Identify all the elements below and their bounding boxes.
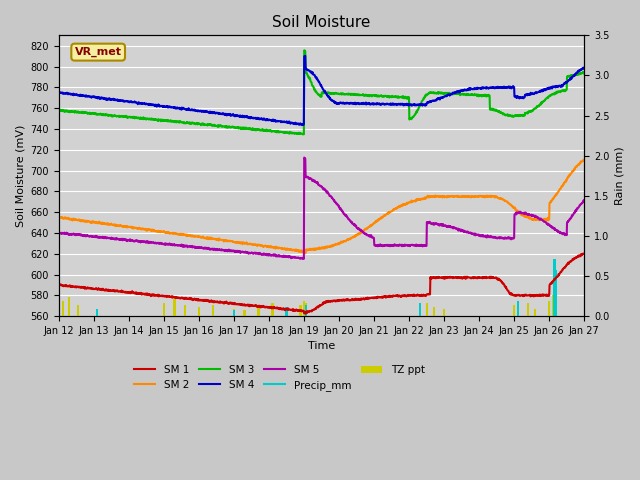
- Bar: [97, 309, 99, 316]
- Bar: [285, 307, 287, 316]
- Bar: [68, 297, 70, 316]
- Bar: [516, 307, 519, 316]
- Bar: [303, 301, 305, 316]
- Bar: [184, 305, 186, 316]
- Bar: [419, 303, 420, 316]
- Bar: [548, 301, 550, 316]
- Bar: [285, 309, 287, 316]
- Bar: [198, 307, 200, 316]
- Bar: [305, 305, 307, 316]
- Bar: [163, 303, 165, 316]
- Bar: [433, 307, 435, 316]
- X-axis label: Time: Time: [308, 341, 335, 351]
- Bar: [233, 309, 235, 316]
- Bar: [554, 301, 556, 316]
- Bar: [554, 259, 556, 316]
- Bar: [243, 311, 246, 316]
- Bar: [443, 309, 445, 316]
- Y-axis label: Soil Moisture (mV): Soil Moisture (mV): [15, 124, 25, 227]
- Bar: [419, 305, 420, 316]
- Bar: [527, 303, 529, 316]
- Legend: SM 1, SM 2, SM 3, SM 4, SM 5, Precip_mm, TZ ppt: SM 1, SM 2, SM 3, SM 4, SM 5, Precip_mm,…: [131, 360, 429, 395]
- Bar: [173, 299, 175, 316]
- Bar: [300, 305, 301, 316]
- Bar: [513, 305, 515, 316]
- Bar: [426, 303, 428, 316]
- Bar: [305, 303, 307, 316]
- Bar: [77, 305, 79, 316]
- Bar: [534, 309, 536, 316]
- Bar: [233, 311, 235, 316]
- Text: VR_met: VR_met: [75, 47, 122, 57]
- Bar: [516, 301, 519, 316]
- Bar: [212, 305, 214, 316]
- Bar: [62, 301, 64, 316]
- Y-axis label: Rain (mm): Rain (mm): [615, 146, 625, 205]
- Bar: [555, 270, 557, 316]
- Bar: [97, 309, 99, 316]
- Bar: [555, 305, 557, 316]
- Bar: [552, 295, 554, 316]
- Bar: [257, 307, 260, 316]
- Bar: [271, 303, 273, 316]
- Title: Soil Moisture: Soil Moisture: [273, 15, 371, 30]
